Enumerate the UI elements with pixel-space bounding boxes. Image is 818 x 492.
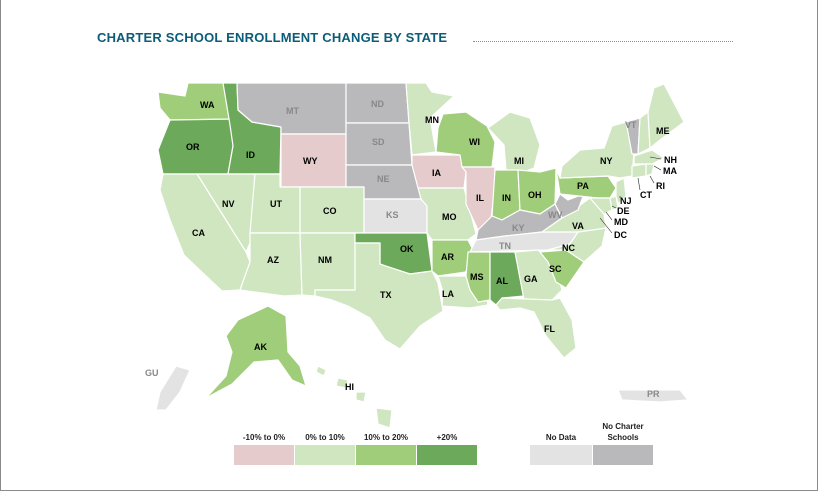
label-ky: KY [512, 223, 525, 233]
label-me: ME [656, 126, 670, 136]
legend-label-neg: -10% to 0% [242, 433, 286, 442]
label-md: MD [614, 217, 628, 227]
label-ri: RI [656, 181, 665, 191]
legend-swatch-mid [356, 445, 416, 465]
label-az: AZ [267, 255, 279, 265]
label-ga: GA [524, 274, 538, 284]
legend-label-low: 0% to 10% [305, 433, 345, 442]
territory-gu[interactable] [155, 365, 191, 411]
label-ks: KS [386, 210, 399, 220]
state-ak[interactable] [205, 305, 307, 399]
label-al: AL [496, 276, 508, 286]
state-ma[interactable] [633, 149, 665, 165]
label-ak: AK [254, 342, 267, 352]
label-ny: NY [600, 156, 613, 166]
label-sc: SC [549, 264, 562, 274]
chart-title: CHARTER SCHOOL ENROLLMENT CHANGE BY STAT… [97, 30, 448, 45]
state-mi[interactable] [487, 111, 541, 175]
state-md[interactable] [583, 197, 613, 215]
label-tn: TN [499, 241, 511, 251]
label-nm: NM [318, 255, 332, 265]
state-ny[interactable] [559, 121, 635, 179]
label-nd: ND [371, 99, 384, 109]
label-wa: WA [200, 100, 215, 110]
state-nc[interactable] [547, 227, 607, 263]
legend-swatch-low [295, 445, 355, 465]
label-gu: GU [145, 368, 159, 378]
label-ok: OK [400, 244, 414, 254]
label-ca: CA [192, 228, 205, 238]
label-pa: PA [577, 181, 589, 191]
label-nc: NC [562, 243, 575, 253]
label-wv: WV [548, 210, 563, 220]
label-mn: MN [425, 115, 439, 125]
legend-label-nodata: No Data [545, 433, 577, 442]
state-me[interactable] [647, 83, 685, 149]
legend-swatch-nocharter [593, 445, 653, 465]
label-tx: TX [380, 290, 392, 300]
label-de: DE [617, 206, 630, 216]
label-fl: FL [544, 324, 555, 334]
label-co: CO [323, 206, 337, 216]
label-oh: OH [528, 190, 542, 200]
state-ct[interactable] [631, 163, 647, 179]
state-fl[interactable] [495, 297, 577, 359]
territory-pr[interactable] [617, 389, 689, 403]
label-hi: HI [345, 382, 354, 392]
state-nj[interactable] [615, 177, 627, 205]
state-ri[interactable] [645, 163, 655, 177]
label-dc: DC [614, 230, 627, 240]
title-dotted-rule [473, 41, 733, 42]
label-mi: MI [514, 156, 524, 166]
legend-swatch-high [417, 445, 477, 465]
state-tx[interactable] [314, 242, 444, 350]
label-ma: MA [663, 166, 677, 176]
label-ne: NE [377, 174, 390, 184]
label-ms: MS [470, 272, 484, 282]
legend-swatch-neg [234, 445, 294, 465]
state-hi[interactable] [315, 365, 393, 429]
label-or: OR [186, 142, 200, 152]
label-wi: WI [469, 137, 480, 147]
label-vt: VT [625, 120, 637, 130]
legend-label-nocharter: No Charter Schools [602, 422, 644, 442]
legend-label-mid: 10% to 20% [363, 433, 409, 442]
label-in: IN [502, 193, 511, 203]
label-pr: PR [647, 389, 660, 399]
label-ia: IA [432, 168, 442, 178]
state-ca[interactable] [159, 173, 251, 292]
title-row: CHARTER SCHOOL ENROLLMENT CHANGE BY STAT… [97, 30, 737, 54]
state-mn[interactable] [405, 82, 455, 156]
label-sd: SD [372, 137, 385, 147]
label-la: LA [442, 289, 454, 299]
label-ar: AR [441, 252, 454, 262]
label-mo: MO [442, 212, 457, 222]
label-wy: WY [303, 156, 318, 166]
label-va: VA [572, 221, 584, 231]
label-il: IL [476, 193, 485, 203]
label-mt: MT [286, 106, 299, 116]
label-ut: UT [270, 199, 282, 209]
label-ct: CT [640, 190, 652, 200]
legend-label-high: +20% [436, 433, 458, 442]
state-labels: WA OR ID MT WY ND SD NE NV CA UT CO AZ N… [145, 99, 677, 399]
state-de[interactable] [609, 195, 619, 211]
legend-swatch-nodata [530, 445, 592, 465]
label-nv: NV [222, 199, 235, 209]
label-nj: NJ [620, 196, 632, 206]
label-id: ID [246, 150, 256, 160]
label-nh: NH [664, 155, 677, 165]
label-leader-lines [599, 156, 662, 234]
